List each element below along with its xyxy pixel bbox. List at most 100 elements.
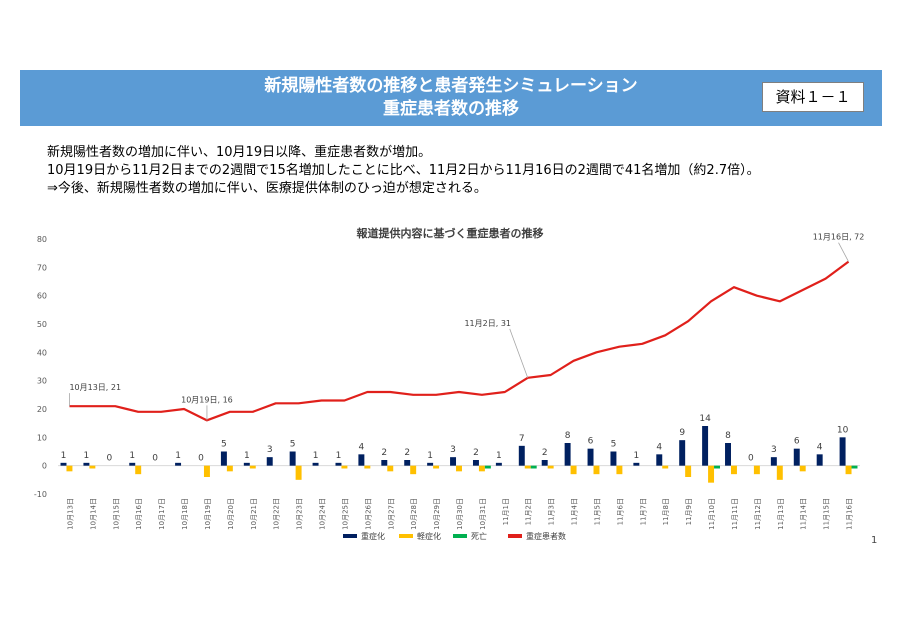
bar-value-label: 5 [290,440,296,450]
severe-bar [381,460,388,466]
mild-bar [295,465,302,480]
severe-bar [358,454,365,466]
line-annotations: 10月13日, 21 10月19日, 16 11月2日, 31 11月16日, 72 [69,233,864,421]
bar-value-label: 1 [84,451,90,461]
mild-bar [776,465,783,480]
severe-bar [289,451,296,466]
chart-legend: 重症化 軽症化 死亡 重症患者数 [343,531,566,541]
x-tick-label: 10月31日 [479,498,487,530]
x-tick-label: 10月16日 [135,498,143,530]
mild-bar [226,465,233,472]
bar-value-label: 5 [611,440,617,450]
severe-bar [656,454,663,466]
severe-bar [518,445,525,466]
y-tick-label: 50 [37,320,47,329]
mild-bar [89,465,96,469]
severe-bar [335,462,342,466]
severe-bar [312,462,319,466]
severe-bar [564,443,571,466]
severe-bar [839,437,846,466]
bar-value-label: 1 [61,451,67,461]
annotation-label: 10月13日, 21 [69,383,121,392]
bar-value-label: 2 [542,448,548,458]
x-tick-label: 11月5日 [593,498,601,525]
mild-bar [203,465,210,477]
bar-value-label: 1 [129,451,135,461]
bar-value-label: 4 [656,442,662,452]
mild-bar [135,465,142,475]
mild-bar [753,465,760,475]
x-axis-labels: 10月13日 10月14日 10月15日 10月16日 10月17日 10月18日 10月1… [66,498,853,530]
severe-bar [220,451,227,466]
x-tick-label: 11月12日 [754,498,762,530]
bar-value-label: 7 [519,434,525,444]
severe-bar [427,462,434,466]
mild-bar [387,465,394,472]
x-tick-label: 11月3日 [548,498,556,525]
x-tick-label: 10月20日 [227,498,235,530]
bar-value-label: 0 [152,454,158,464]
x-tick-label: 11月15日 [823,498,831,530]
severe-bar [610,451,617,466]
bar-value-label: 1 [633,451,639,461]
mild-bar [685,465,692,477]
mild-bar [708,465,715,483]
mild-bar [799,465,806,472]
severe-bar [587,448,594,466]
x-tick-label: 11月8日 [662,498,670,525]
severe-bar [404,460,411,466]
bar-value-label: 8 [725,431,731,441]
summary-text: 新規陽性者数の増加に伴い、10月19日以降、重症患者数が増加。 10月19日から… [47,144,760,198]
bar-value-label: 2 [473,448,479,458]
severe-bar [541,460,548,466]
title-line2: 重症患者数の推移 [383,99,519,119]
legend-death-label: 死亡 [471,531,487,541]
document-label: 資料１－１ [762,82,864,112]
x-tick-label: 11月1日 [502,498,510,525]
x-tick-label: 10月18日 [181,498,189,530]
x-tick-label: 11月14日 [800,498,808,530]
bar-value-label: 14 [699,414,711,424]
mild-bar [341,465,348,469]
bar-value-label: 5 [221,440,227,450]
x-tick-label: 10月29日 [433,498,441,530]
y-tick-label: 40 [37,348,47,357]
mild-bar [730,465,737,475]
bar-value-label: 6 [794,437,800,447]
annotation-label: 11月16日, 72 [813,233,865,242]
y-tick-label: 10 [37,433,47,442]
death-bar [851,465,858,469]
mild-bar [593,465,600,475]
x-tick-label: 11月4日 [571,498,579,525]
severe-bar [472,460,479,466]
mild-bar [66,465,73,472]
mild-bar [249,465,256,469]
x-tick-label: 11月10日 [708,498,716,530]
x-tick-label: 11月9日 [685,498,693,525]
annotation-label: 11月2日, 31 [464,319,511,328]
legend-total-label: 重症患者数 [526,531,566,541]
bar-value-label: 6 [588,437,594,447]
severe-bar [770,457,777,466]
severe-bar [129,462,136,466]
x-tick-label: 10月22日 [273,498,281,530]
severe-bar [816,454,823,466]
bar-value-label: 3 [267,445,273,455]
death-bar [484,465,491,469]
severe-bar [83,462,90,466]
bar-series [60,426,858,483]
mild-bar [524,465,531,469]
x-tick-label: 11月6日 [616,498,624,525]
mild-bar [570,465,577,475]
severe-bar [450,457,457,466]
severe-bar [243,462,250,466]
x-tick-label: 10月27日 [387,498,395,530]
bar-value-label: 8 [565,431,571,441]
bar-value-label: 4 [817,442,823,452]
legend-death-swatch [453,534,467,538]
mild-bar [410,465,417,475]
annotation-label: 10月19日, 16 [181,395,233,404]
bar-value-label: 0 [748,454,754,464]
bar-value-label: 1 [336,451,342,461]
x-tick-label: 10月17日 [158,498,166,530]
